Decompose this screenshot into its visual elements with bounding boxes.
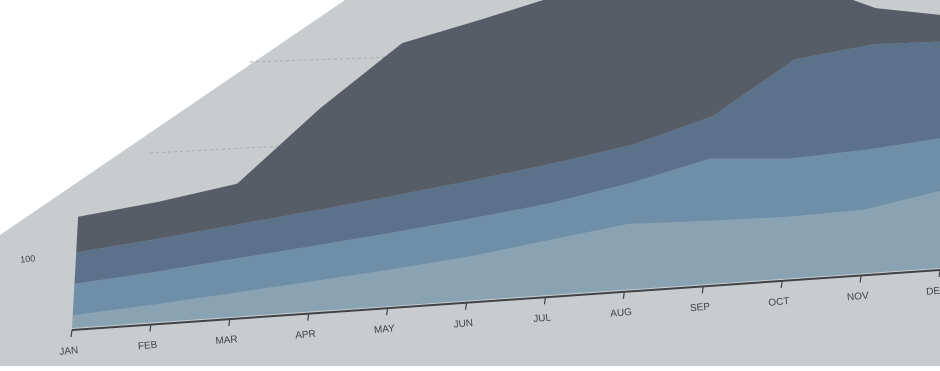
- x-tick: [464, 302, 468, 310]
- area-series-4: [76, 0, 940, 253]
- x-tick: [149, 324, 152, 332]
- x-tick: [701, 286, 704, 294]
- area-series-1: [72, 190, 940, 328]
- x-tick-label: FEB: [138, 340, 159, 353]
- x-tick-label: MAY: [374, 323, 396, 336]
- x-tick: [622, 291, 625, 299]
- x-tick-label: DEC: [926, 285, 940, 298]
- x-tick: [859, 275, 862, 283]
- x-tick-label: OCT: [768, 296, 790, 309]
- x-tick: [780, 280, 783, 288]
- x-tick-label: APR: [295, 329, 316, 342]
- x-tick-label: SEP: [690, 301, 711, 314]
- x-tick-label: JAN: [59, 345, 79, 358]
- x-tick-label: AUG: [610, 307, 633, 320]
- area-series-2: [72, 138, 940, 316]
- x-axis-line: [71, 269, 940, 331]
- x-tick-label: NOV: [847, 291, 870, 304]
- area-series-3: [74, 41, 940, 284]
- y-tick-label: 100: [20, 253, 36, 264]
- x-tick: [307, 313, 310, 321]
- x-tick-label: JUL: [533, 312, 552, 325]
- x-tick: [386, 308, 389, 316]
- gridline: [249, 37, 940, 63]
- x-tick: [70, 329, 73, 338]
- x-tick-label: JUN: [453, 318, 473, 331]
- x-tick: [228, 319, 231, 327]
- x-tick: [543, 297, 547, 305]
- x-tick-label: MAR: [215, 334, 238, 347]
